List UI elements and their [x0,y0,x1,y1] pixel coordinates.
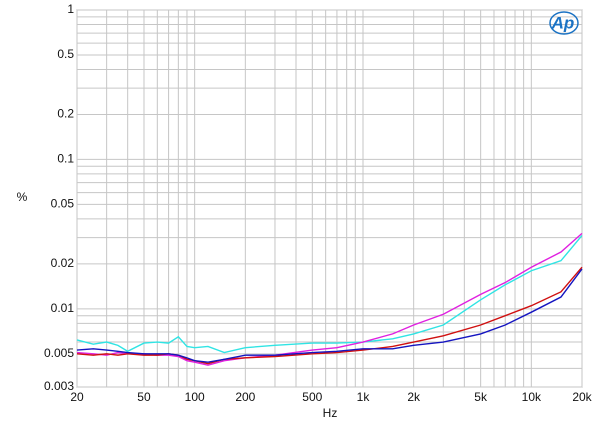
y-axis-label: % [17,190,28,204]
logo-ring [549,11,579,35]
x-tick-label: 2k [407,390,421,404]
y-tick-label: 0.01 [51,301,75,315]
series-line [76,266,583,365]
x-tick-label: 20 [70,390,84,404]
x-tick-label: 500 [302,390,322,404]
y-tick-label: 0.005 [44,346,74,360]
x-tick-label: 1k [357,390,371,404]
y-tick-label: 1 [67,2,74,16]
x-axis-label: Hz [323,406,338,420]
x-tick-label: 5k [474,390,488,404]
y-tick-label: 0.1 [57,152,74,166]
x-tick-label: 100 [185,390,205,404]
series-line [76,234,583,354]
plot-area [76,9,583,388]
x-tick-label: 10k [522,390,542,404]
series-line [76,268,583,363]
y-tick-label: 0.5 [57,47,74,61]
x-tick-label: 50 [137,390,151,404]
y-tick-label: 0.05 [51,197,75,211]
y-tick-label: 0.2 [57,107,74,121]
x-tick-label: 200 [235,390,255,404]
y-tick-label: 0.003 [44,379,74,393]
y-tick-label: 0.02 [51,256,75,270]
logo: Ap [551,13,575,32]
x-tick-label: 20k [572,390,592,404]
